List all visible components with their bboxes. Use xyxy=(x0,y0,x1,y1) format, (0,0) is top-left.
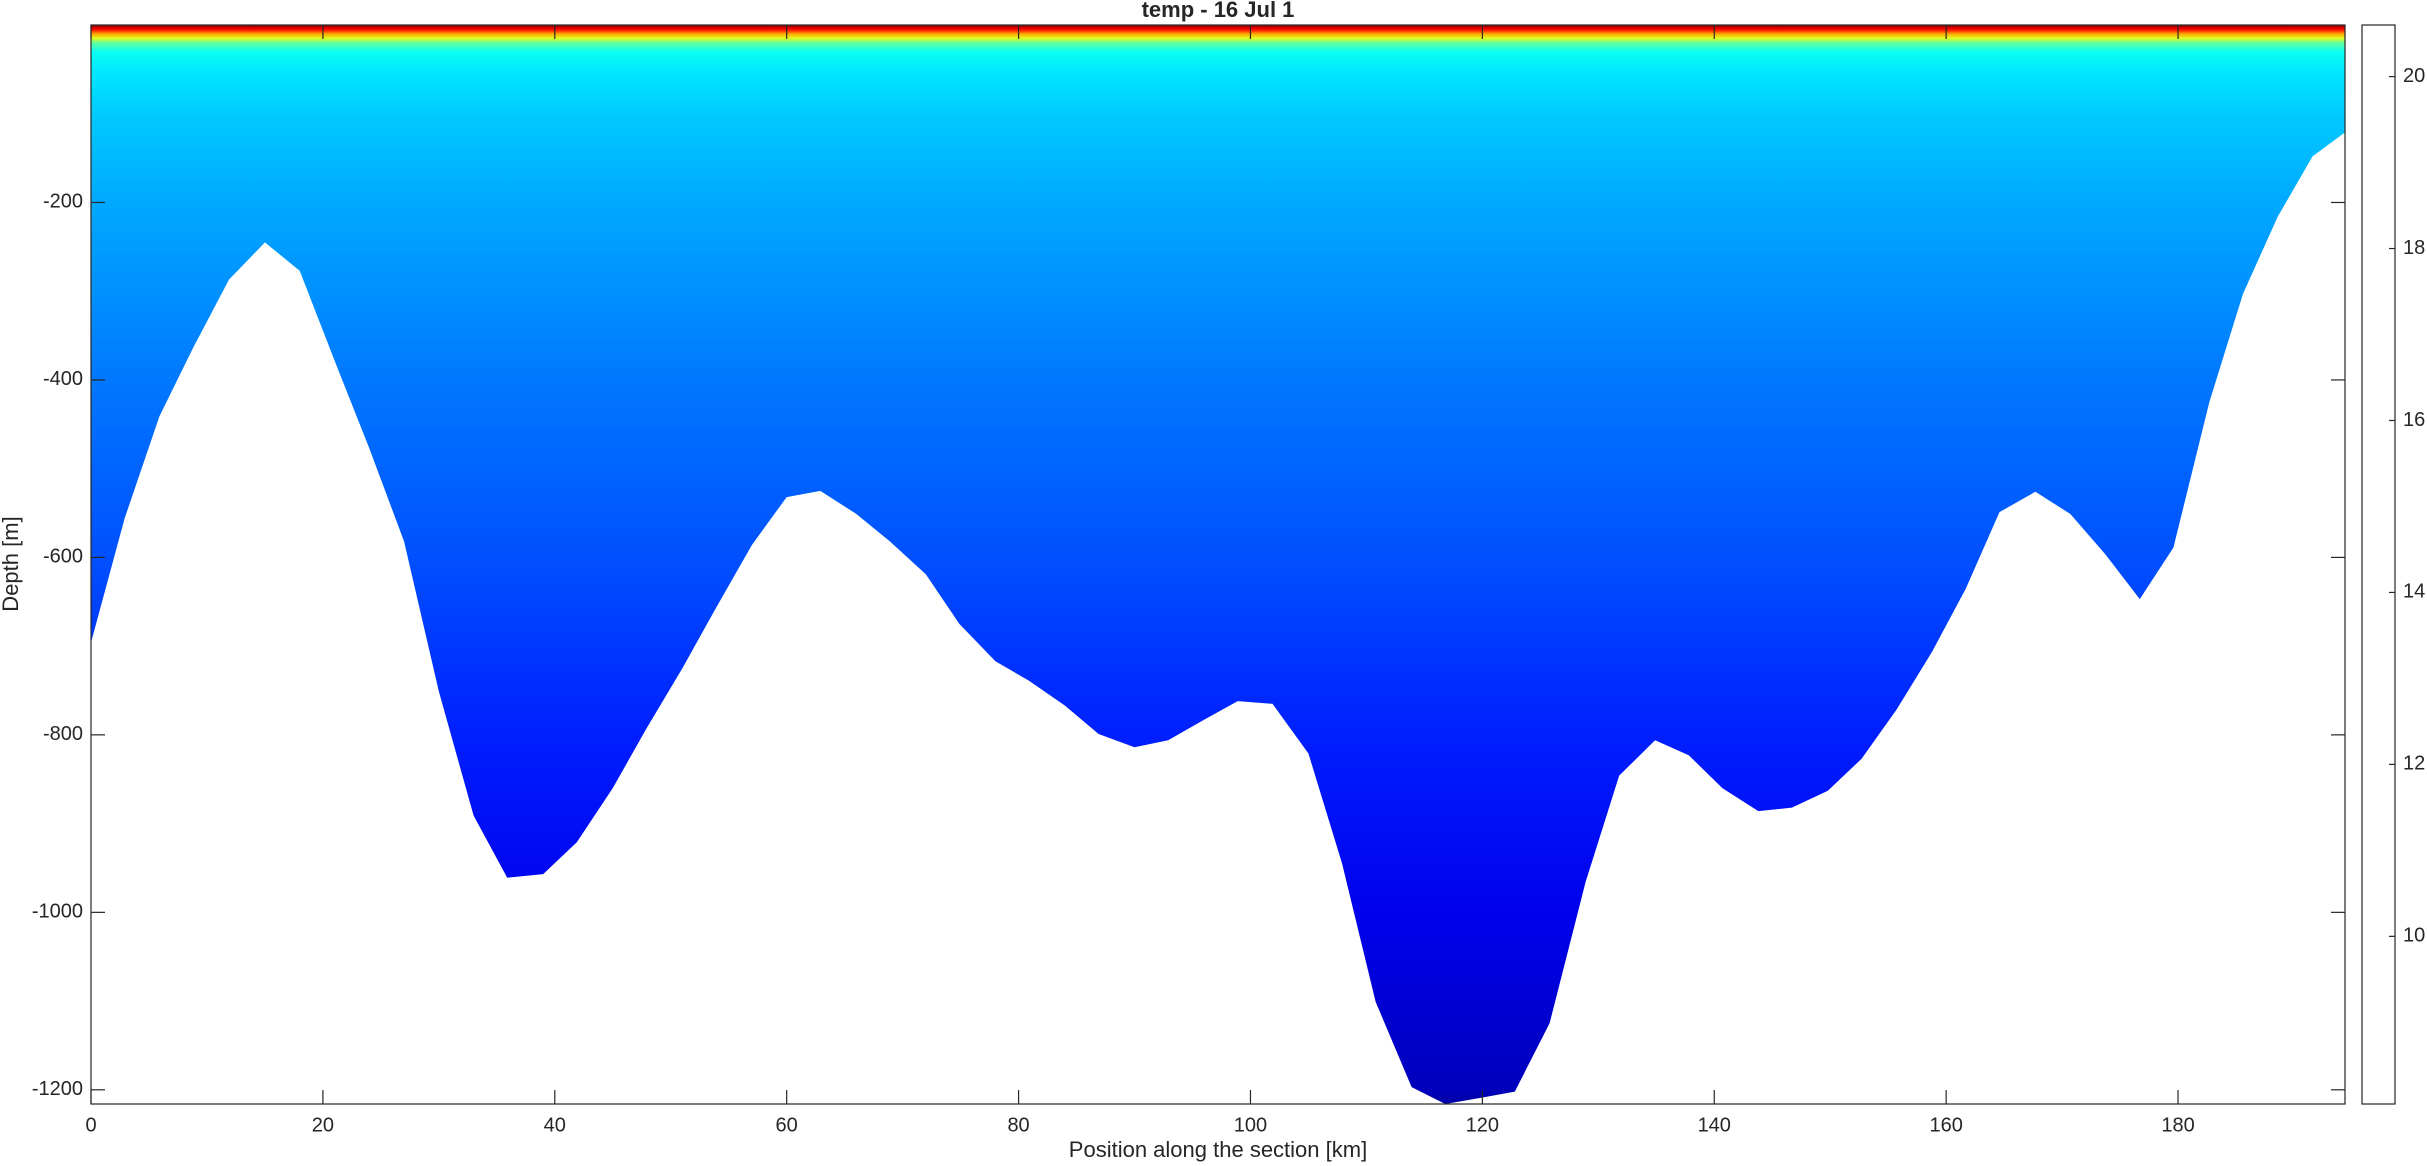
colorbar-tick-label: 14 xyxy=(2403,581,2425,603)
chart-title: temp - 16 Jul 1 xyxy=(1142,0,1295,22)
y-tick-label: -600 xyxy=(43,546,83,568)
temperature-field xyxy=(91,25,2345,1104)
colorbar-tick-label: 18 xyxy=(2403,237,2425,259)
x-tick-label: 20 xyxy=(312,1114,334,1136)
x-tick-label: 180 xyxy=(2161,1114,2194,1136)
x-tick-label: 160 xyxy=(1929,1114,1962,1136)
y-tick-label: -200 xyxy=(43,191,83,213)
x-tick-label: 40 xyxy=(544,1114,566,1136)
colorbar-tick-label: 10 xyxy=(2403,925,2425,947)
x-axis-label: Position along the section [km] xyxy=(1069,1137,1367,1162)
y-tick-label: -1200 xyxy=(32,1078,83,1100)
colorbar-tick-label: 16 xyxy=(2403,409,2425,431)
colorbar-tick-label: 20 xyxy=(2403,65,2425,87)
x-tick-label: 120 xyxy=(1466,1114,1499,1136)
axes-box xyxy=(90,24,2346,1105)
x-tick-label: 140 xyxy=(1698,1114,1731,1136)
colorbar xyxy=(2361,24,2396,1105)
y-tick-label: -400 xyxy=(43,368,83,390)
x-tick-label: 0 xyxy=(85,1114,96,1136)
x-tick-label: 100 xyxy=(1234,1114,1267,1136)
y-tick-label: -800 xyxy=(43,723,83,745)
y-axis-label: Depth [m] xyxy=(0,516,23,611)
x-tick-label: 80 xyxy=(1007,1114,1029,1136)
y-tick-label: -1000 xyxy=(32,901,83,923)
colorbar-tick-label: 12 xyxy=(2403,753,2425,775)
x-tick-label: 60 xyxy=(776,1114,798,1136)
